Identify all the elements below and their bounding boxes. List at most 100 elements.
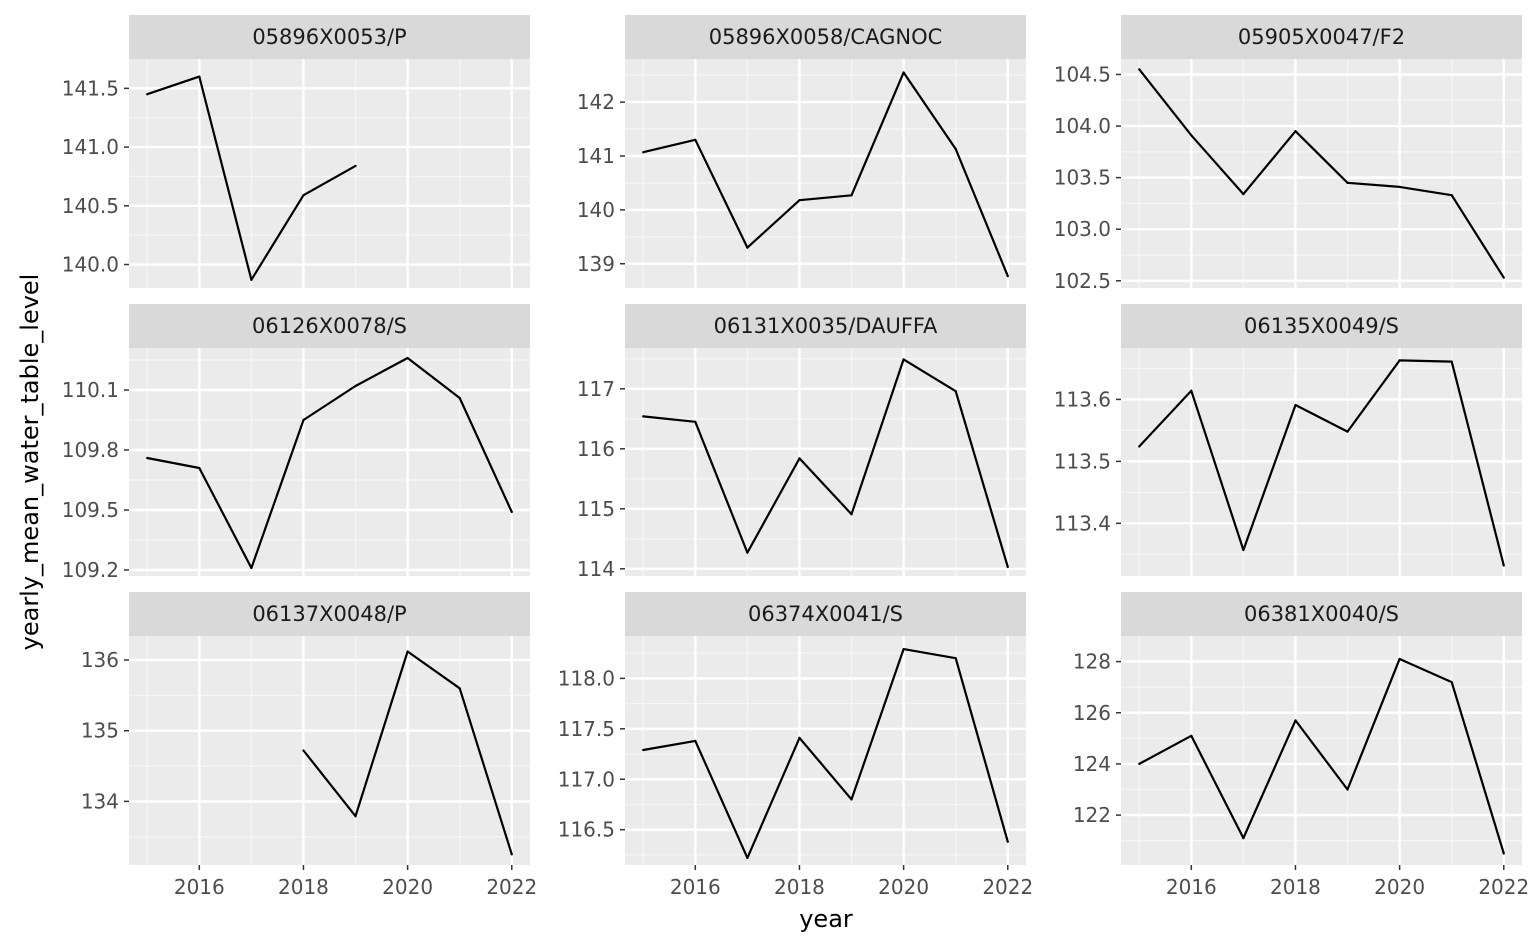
data-point [850, 513, 853, 516]
data-point [1346, 788, 1349, 791]
y-axis-title: yearly_mean_water_table_level [16, 274, 44, 651]
x-tick-label: 2016 [1166, 875, 1217, 899]
data-point [746, 246, 749, 249]
series-line [1138, 359, 1505, 566]
plot-background [1121, 59, 1522, 288]
data-point [954, 657, 957, 660]
facet-panel: 06135X0049/S 113.6 113.5 113.4 [1054, 304, 1522, 576]
y-tick-label: 114 [577, 557, 615, 581]
plot-background [625, 59, 1026, 288]
data-point [406, 650, 409, 653]
x-tick-label: 2020 [382, 875, 433, 899]
x-tick-label: 2018 [278, 875, 329, 899]
data-point [1190, 389, 1193, 392]
y-tick-label: 141.0 [62, 135, 119, 159]
facet-title: 06137X0048/P [252, 602, 406, 626]
data-point [1242, 837, 1245, 840]
y-tick-label: 118.0 [558, 666, 615, 690]
x-tick-label: 2018 [1270, 875, 1321, 899]
facet-strip [625, 15, 1026, 59]
y-tick-label: 139 [577, 252, 615, 276]
data-point [146, 93, 149, 96]
data-point [302, 418, 305, 422]
data-point [850, 194, 853, 197]
y-tick-label: 126 [1073, 701, 1111, 725]
facet-title: 06131X0035/DAUFFA [714, 314, 938, 338]
y-tick-label: 134 [81, 789, 119, 813]
y-tick-label: 109.5 [62, 498, 119, 522]
data-point [798, 199, 801, 202]
y-tick-label: 117.0 [558, 767, 615, 791]
data-point [1398, 657, 1401, 661]
facet-panel: 06137X0048/P 136 135 134 2016 2018 2020 2022 [81, 592, 537, 899]
y-tick-label: 104.5 [1054, 62, 1111, 86]
x-tick-label: 2018 [774, 875, 825, 899]
data-point [694, 420, 697, 423]
y-tick-label: 141.5 [62, 76, 119, 100]
facet-panel: 05896X0058/CAGNOC 142 141 140 139 [577, 15, 1026, 288]
plot-background [625, 348, 1026, 576]
x-tick-label: 2022 [982, 875, 1033, 899]
series-line [643, 647, 1009, 860]
facet-strip [625, 304, 1026, 348]
data-point [1294, 403, 1297, 407]
data-point [1502, 276, 1505, 279]
data-point [642, 151, 645, 154]
data-point [798, 457, 801, 460]
data-point [1138, 445, 1141, 448]
data-point [1450, 194, 1453, 197]
facet-panel: 06374X0041/S 118.0 117.5 117.0 116.5 2016 2018… [558, 592, 1033, 899]
data-point [406, 356, 409, 360]
data-point [302, 194, 305, 197]
y-tick-label: 113.4 [1054, 511, 1111, 535]
data-point [798, 736, 801, 739]
facet-title: 06381X0040/S [1244, 602, 1399, 626]
plot-background [1121, 636, 1522, 865]
data-point [1006, 840, 1009, 843]
data-point [850, 798, 853, 801]
facet-strip [129, 15, 530, 59]
y-tick-label: 122 [1073, 803, 1111, 827]
data-point [250, 566, 253, 570]
data-point [954, 390, 957, 393]
facet-strip [129, 304, 530, 348]
series-line [643, 358, 1009, 568]
data-point [1242, 548, 1245, 552]
data-point [1190, 734, 1193, 737]
data-point [146, 456, 149, 460]
data-point [1450, 360, 1453, 363]
facet-title: 05905X0047/F2 [1238, 25, 1405, 49]
data-point [1138, 762, 1141, 766]
facet-strip [1121, 15, 1522, 59]
y-tick-label: 103.0 [1054, 217, 1111, 241]
data-point [302, 749, 305, 752]
x-tick-label: 2020 [878, 875, 929, 899]
facet-strip [625, 592, 1026, 636]
data-point [1006, 275, 1009, 278]
data-point [1502, 564, 1505, 567]
data-point [1190, 134, 1193, 137]
y-tick-label: 124 [1073, 752, 1111, 776]
y-tick-label: 103.5 [1054, 166, 1111, 190]
data-point [694, 138, 697, 141]
data-point [1398, 185, 1401, 189]
data-point [1450, 680, 1453, 684]
x-tick-label: 2020 [1374, 875, 1425, 899]
facet-title: 06374X0041/S [748, 602, 903, 626]
x-tick-label: 2016 [174, 875, 225, 899]
data-point [354, 164, 357, 167]
facet-panels: 05896X0053/P141.5141.0140.5140.005896X00… [62, 15, 1529, 899]
y-tick-label: 104.0 [1054, 114, 1111, 138]
data-point [458, 687, 461, 690]
data-point [354, 815, 357, 818]
plot-background [129, 636, 530, 865]
data-point [1346, 181, 1349, 184]
y-tick-label: 141 [577, 144, 615, 168]
y-tick-label: 142 [577, 90, 615, 114]
y-tick-label: 128 [1073, 650, 1111, 674]
facet-panel: 06381X0040/S 128 126 124 122 2016 2018 2020 2022 [1073, 592, 1529, 899]
data-point [642, 415, 645, 418]
series-line [1138, 657, 1505, 854]
y-tick-label: 140.0 [62, 253, 119, 277]
data-point [458, 396, 461, 400]
